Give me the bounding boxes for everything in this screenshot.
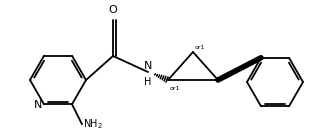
Text: NH$_2$: NH$_2$ xyxy=(83,117,103,131)
Text: H: H xyxy=(144,77,152,87)
Text: O: O xyxy=(109,5,117,15)
Text: N: N xyxy=(144,61,152,71)
Text: N: N xyxy=(34,100,42,110)
Text: or1: or1 xyxy=(195,45,205,50)
Text: or1: or1 xyxy=(170,86,180,91)
